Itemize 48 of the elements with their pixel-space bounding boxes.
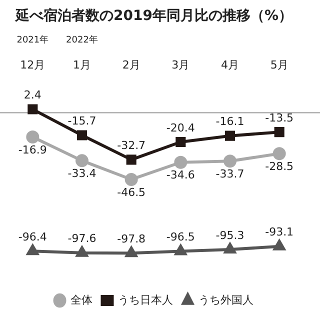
data-label: -15.7: [68, 114, 96, 128]
data-label: -16.9: [18, 143, 47, 156]
data-label: -13.5: [265, 111, 294, 124]
point: [224, 130, 236, 141]
x-tick-label: 3月: [172, 58, 190, 72]
data-label: -96.5: [166, 230, 195, 244]
legend-label: 全体: [70, 293, 92, 306]
point: [28, 104, 38, 114]
x-tick-label: 12月: [20, 58, 46, 72]
point: [274, 127, 284, 138]
text: 2021年: [16, 34, 49, 46]
data-label: -97.6: [68, 232, 96, 246]
data-label: -33.4: [68, 167, 96, 180]
point: [224, 154, 236, 168]
point: [26, 130, 40, 144]
point: [274, 240, 286, 250]
point: [272, 147, 286, 160]
data-label: -95.3: [216, 228, 244, 242]
data-label: -97.8: [117, 232, 146, 246]
data-label: -33.7: [216, 167, 244, 180]
point: [176, 136, 186, 148]
legend-label: うち外国人: [198, 293, 254, 306]
data-label: -20.4: [166, 121, 195, 134]
point: [174, 244, 186, 256]
x-tick-label: 2月: [122, 58, 140, 72]
point: [174, 156, 188, 169]
data-label: -93.1: [265, 226, 294, 239]
data-label: -46.5: [117, 186, 146, 199]
data-label: -96.4: [18, 230, 47, 244]
point: [126, 246, 138, 258]
data-label: -16.1: [216, 115, 244, 128]
data-label: -34.6: [166, 168, 195, 182]
point: [224, 243, 236, 254]
text: 2022年: [66, 34, 98, 46]
x-tick-label: 5月: [270, 58, 288, 72]
point: [126, 154, 136, 165]
point: [76, 130, 88, 140]
data-label: -28.5: [265, 160, 294, 173]
point: [124, 172, 138, 186]
point: [26, 244, 38, 256]
point: [76, 154, 88, 168]
chart-title: 延べ宿泊者数の2019年同月比の推移（%）: [14, 7, 292, 24]
x-tick-label: 1月: [73, 58, 91, 72]
legend-label: うち日本人: [118, 293, 173, 306]
data-label: -32.7: [117, 139, 146, 152]
data-label: 2.4: [24, 88, 42, 102]
x-tick-label: 4月: [221, 58, 239, 72]
point: [76, 246, 88, 257]
